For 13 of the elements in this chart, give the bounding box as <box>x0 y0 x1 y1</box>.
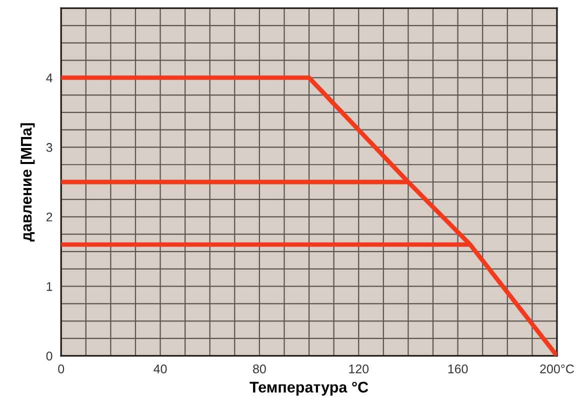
x-axis-title: Температура °C <box>250 382 368 396</box>
y-tick-label: 3 <box>46 143 52 152</box>
y-tick-label: 1 <box>46 282 52 291</box>
y-tick-label: 2 <box>46 212 52 222</box>
x-tick-label: 200°C <box>540 364 574 374</box>
y-axis-title: давление [МПа] <box>20 123 35 242</box>
x-tick-label: 120 <box>349 364 369 374</box>
x-tick-label: 80 <box>253 364 266 374</box>
x-tick-label: 160 <box>448 364 468 374</box>
y-tick-label: 4 <box>46 74 52 82</box>
x-tick-label: 0 <box>58 364 64 374</box>
y-tick-label: 0 <box>46 352 52 360</box>
x-tick-label: 40 <box>154 364 167 374</box>
